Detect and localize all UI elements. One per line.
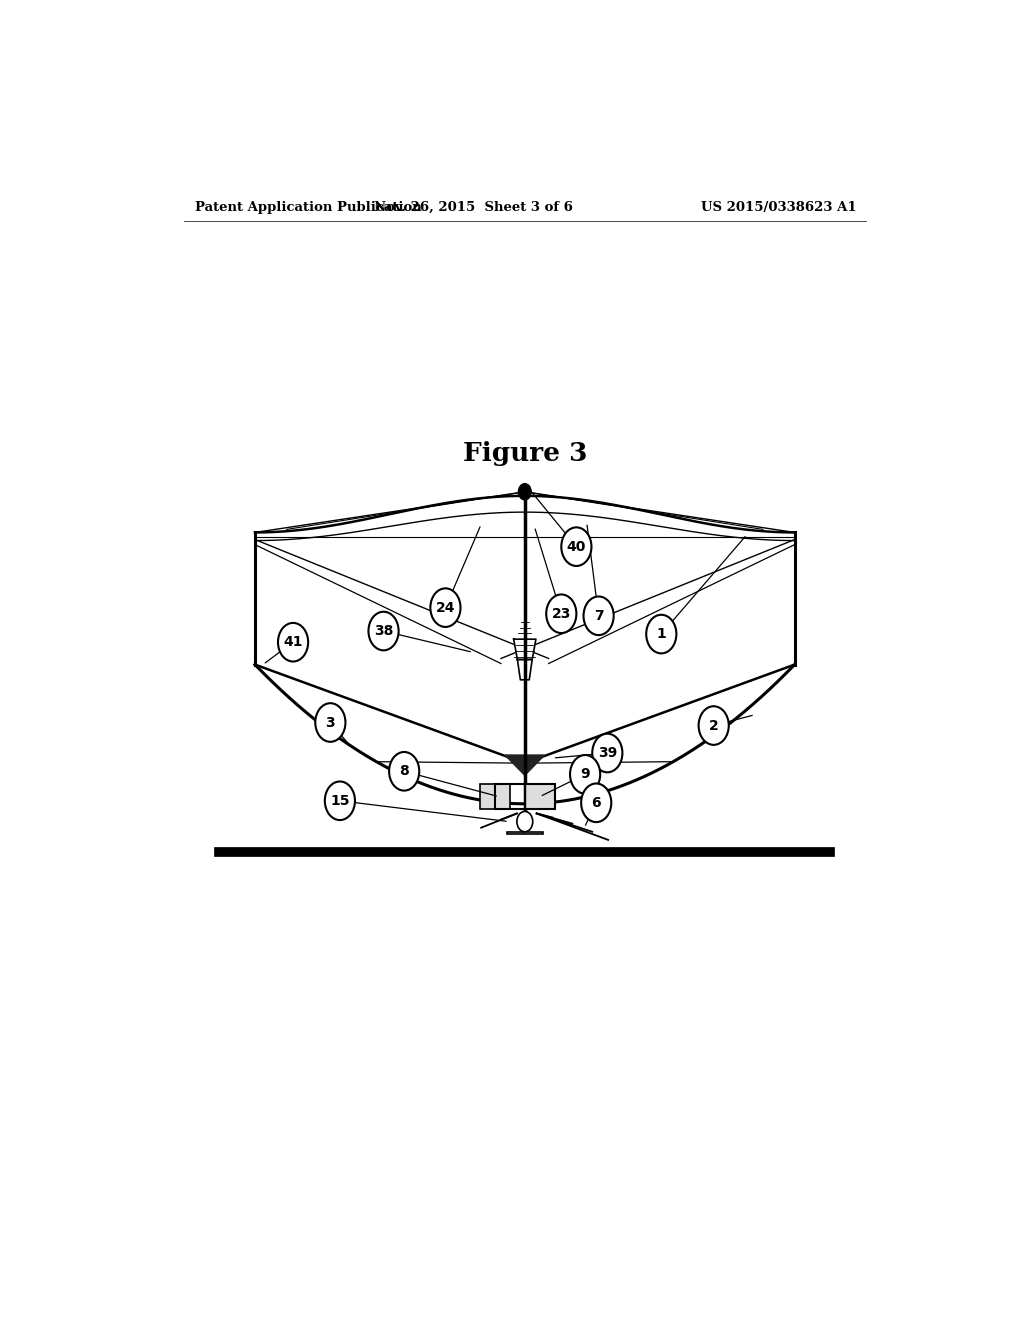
Circle shape [369,611,398,651]
Text: Nov. 26, 2015  Sheet 3 of 6: Nov. 26, 2015 Sheet 3 of 6 [374,201,572,214]
Text: US 2015/0338623 A1: US 2015/0338623 A1 [701,201,856,214]
Text: 3: 3 [326,715,335,730]
Text: 38: 38 [374,624,393,638]
Circle shape [582,784,611,822]
Circle shape [517,812,532,832]
Circle shape [518,483,531,500]
Text: 15: 15 [330,793,349,808]
Text: 6: 6 [592,796,601,809]
FancyBboxPatch shape [507,832,543,834]
Circle shape [698,706,729,744]
Polygon shape [517,660,532,680]
Text: 7: 7 [594,609,603,623]
Text: 1: 1 [656,627,667,642]
Polygon shape [505,755,545,775]
Circle shape [546,594,577,634]
Text: 24: 24 [435,601,456,615]
Circle shape [561,528,592,566]
Circle shape [592,734,623,772]
Circle shape [389,752,419,791]
FancyBboxPatch shape [524,784,555,809]
Text: 40: 40 [566,540,586,553]
Circle shape [325,781,355,820]
Circle shape [570,755,600,793]
Text: Patent Application Publication: Patent Application Publication [196,201,422,214]
Text: 23: 23 [552,607,571,620]
Text: 41: 41 [284,635,303,649]
Circle shape [646,615,677,653]
Circle shape [584,597,613,635]
Text: 8: 8 [399,764,409,779]
Circle shape [278,623,308,661]
Circle shape [430,589,461,627]
Polygon shape [514,639,536,660]
Text: 2: 2 [709,718,719,733]
Text: Figure 3: Figure 3 [463,441,587,466]
Circle shape [315,704,345,742]
FancyBboxPatch shape [480,784,510,809]
Text: 39: 39 [598,746,616,760]
Text: 9: 9 [581,767,590,781]
